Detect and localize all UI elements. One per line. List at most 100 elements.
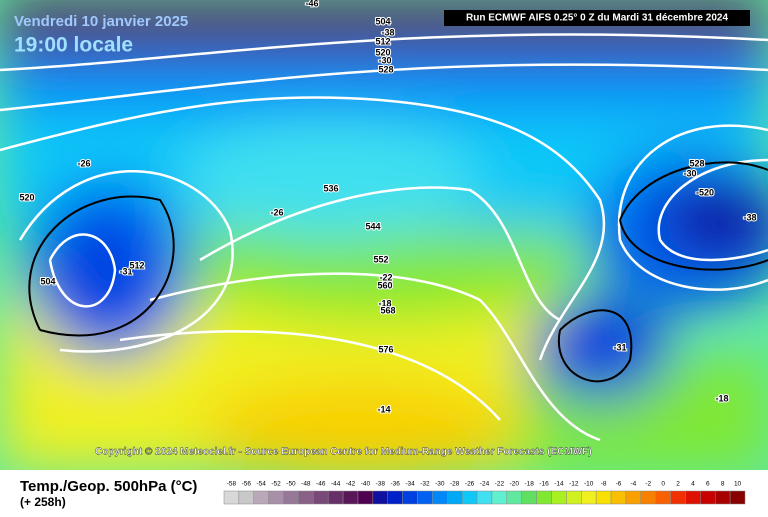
legend-swatch [461,490,478,505]
contour-label: -31 [119,266,132,276]
legend-swatch [595,490,612,505]
contour-label: -14 [377,404,390,414]
temperature-field [0,0,768,480]
legend-swatch [640,490,656,505]
legend-swatch [268,490,284,505]
legend-label: -58 [227,481,237,488]
legend-swatch [581,490,597,505]
legend-swatch [536,490,552,505]
contour-label: -46 [305,0,318,8]
contour-labels: -46504-38512520-30528-26520-26536544504-… [18,0,757,415]
contour-label: 528 [378,64,393,74]
legend-label: 10 [734,481,742,488]
legend-label: -10 [584,481,594,488]
legend-swatch [432,490,448,505]
contour-label: -18 [715,393,728,403]
legend-label: -50 [286,481,296,488]
legend-label: -26 [465,481,475,488]
legend-label: -18 [524,481,534,488]
legend-label: -20 [510,481,520,488]
run-info: Run ECMWF AIFS 0.25° 0 Z du Mardi 31 déc… [466,13,728,24]
legend-swatch [223,490,240,505]
legend-swatch [655,490,671,505]
contour-label: -38 [743,212,756,222]
legend-swatch [238,490,255,505]
legend-swatch [625,490,642,505]
legend-swatch [387,490,403,505]
legend-label: -22 [495,481,505,488]
contour-label: -30 [378,55,391,65]
legend-label: -36 [390,481,400,488]
contour-label: 568 [380,305,395,315]
variable-label: Temp./Geop. 500hPa (°C) [20,478,197,495]
legend-label: -12 [569,481,579,488]
contours [0,33,768,442]
contour-label: 528 [689,158,704,168]
legend-swatch [491,490,508,505]
contour-label: -520 [696,187,714,197]
legend-swatch [551,490,567,505]
legend-swatch [357,490,374,505]
forecast-time: 19:00 locale [14,34,133,57]
legend-swatch [313,490,329,505]
legend-label: 4 [691,481,695,488]
legend-swatch [685,490,701,505]
contour-label: 560 [377,280,392,290]
legend-label: -14 [554,481,564,488]
contour-label: -18 [378,298,391,308]
legend-swatch [283,490,299,505]
contour-label: 544 [365,221,380,231]
legend-label: -8 [601,481,607,488]
legend-label: -24 [480,481,490,488]
copyright: Copyright © 2024 Meteociel.fr - Source E… [95,447,592,458]
legend-swatch [342,490,359,505]
contour-zero-lines [28,161,768,383]
legend-swatch [402,490,418,505]
legend-label: -2 [645,481,651,488]
legend-label: -44 [331,481,341,488]
contour-label: -38 [381,27,394,37]
contour-label: 504 [375,16,390,26]
legend-label: -38 [376,481,386,488]
contour-label: 520 [19,192,34,202]
color-legend: -58 -56 -54 -52 -50 -48 -46 -44 -42 -40 -38 -36 -34-… [223,481,746,505]
legend-label: -6 [616,481,622,488]
legend-label: -56 [242,481,252,488]
legend-swatch [714,490,731,505]
legend-label: -54 [257,481,267,488]
legend-label: -30 [435,481,445,488]
legend-label: 2 [676,481,680,488]
legend-swatch [566,490,582,505]
legend-label: -52 [271,481,281,488]
legend-swatch [700,490,716,505]
legend-swatch [506,490,522,505]
legend-label: 6 [706,481,710,488]
legend-label: -46 [316,481,326,488]
legend-label: -28 [450,481,460,488]
contour-label: 504 [40,276,55,286]
legend-label: 0 [661,481,665,488]
contour-label: -31 [613,342,626,352]
legend-label: -34 [405,481,415,488]
legend-label: -40 [361,481,371,488]
lead-time: (+ 258h) [20,495,66,509]
legend-swatch [372,490,388,505]
contour-label: -26 [77,158,90,168]
legend-swatch [670,490,686,505]
contour-label: 512 [129,260,144,270]
legend-label: 8 [721,481,725,488]
legend-swatch [417,490,433,505]
legend-swatch [476,490,493,505]
legend-swatch [610,490,627,505]
legend-swatch [298,490,314,505]
legend-label: -32 [420,481,430,488]
legend-swatch [729,490,746,505]
run-box [444,10,750,26]
contour-label: 536 [323,183,338,193]
contour-label: 520 [375,47,390,57]
legend-label: -48 [301,481,311,488]
legend-swatch [327,490,344,505]
legend-swatch [521,490,537,505]
contour-label: 552 [373,254,388,264]
